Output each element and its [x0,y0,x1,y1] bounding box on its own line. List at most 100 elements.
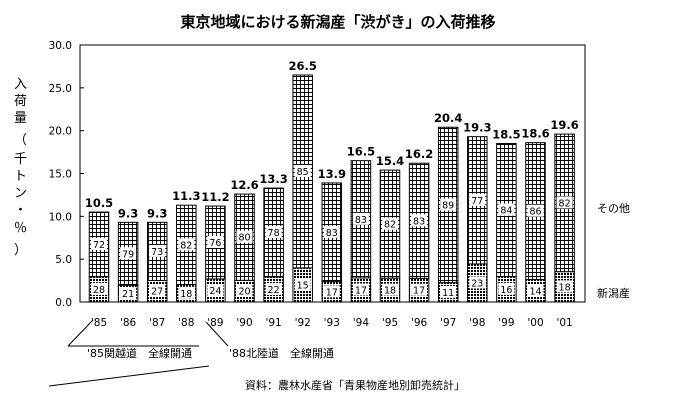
pct-label-niigata: 16 [500,285,512,296]
pct-label-bg-niigata [236,284,253,297]
bar-total-label: 20.4 [434,111,462,125]
pct-label-niigata: 22 [268,285,280,296]
pct-label-bg-other [236,230,253,243]
pct-label-bg-other [556,196,573,209]
pct-label-bg-niigata [352,283,369,296]
x-tick-label: '92 [295,317,311,329]
pct-label-other: 85 [297,167,309,178]
pct-label-other: 73 [151,247,163,258]
pct-label-bg-other [120,247,137,260]
pct-label-bg-niigata [411,283,428,296]
pct-label-other: 72 [93,240,105,251]
y-axis-label-char: ト [14,169,27,184]
pct-label-bg-other [411,214,428,227]
y-axis-label-char: ン [14,186,27,201]
bar-total-label: 26.5 [289,59,317,73]
bar-total-label: 11.3 [172,189,200,203]
pct-label-bg-niigata [149,284,166,297]
y-tick-label: 5.0 [55,254,72,266]
bar-total-label: 15.4 [376,154,404,168]
x-tick-label: '85 [91,317,107,329]
pct-label-other: 83 [413,216,425,227]
pct-label-niigata: 18 [384,286,396,297]
pct-label-bg-other [527,204,544,217]
pct-label-niigata: 24 [209,286,221,297]
pct-label-niigata: 28 [93,285,105,296]
pct-label-niigata: 27 [151,287,163,298]
annotation-88: '88北陸道 全線開通 [229,346,334,360]
pct-label-niigata: 20 [238,287,250,298]
pct-label-bg-other [382,217,398,230]
bar-total-label: 16.5 [347,145,375,159]
y-tick-label: 0.0 [55,297,72,309]
x-tick-label: '88 [178,317,194,329]
pct-label-other: 76 [209,238,221,249]
pct-label-niigata: 23 [471,278,483,289]
bar-total-label: 13.9 [318,167,346,181]
pct-label-bg-niigata [469,276,486,289]
pct-label-bg-other [178,238,195,251]
pct-label-niigata: 11 [442,288,454,299]
pct-label-other: 77 [471,196,483,207]
y-tick-label: 30.0 [49,40,72,52]
pct-label-other: 86 [529,207,541,218]
pct-label-bg-other [207,236,224,249]
legend-niigata: 新潟産 [597,286,630,300]
bar-total-label: 9.3 [118,206,138,220]
pct-label-other: 78 [268,228,280,239]
x-tick-label: '01 [556,317,572,329]
y-tick-label: 15.0 [49,169,72,181]
bar-total-label: 12.6 [230,178,258,192]
pct-label-bg-niigata [382,283,398,296]
pct-label-bg-niigata [556,280,573,293]
pct-label-niigata: 21 [122,289,134,300]
pct-label-niigata: 18 [559,282,571,293]
y-axis-label-char: ） [14,243,27,258]
x-tick-label: '91 [265,317,281,329]
pct-label-bg-niigata [527,284,544,297]
pct-label-other: 83 [355,215,367,226]
bar-total-label: 19.6 [550,118,578,132]
bar-total-label: 9.3 [147,206,167,220]
x-tick-label: '98 [469,317,485,329]
bars-group: 72 28 10.5 '85 79 21 9.3 '86 73 27 9.3 '87 82 18 11.3 '… [85,59,579,329]
y-axis-label-char: ・ [14,203,27,218]
legend-other: その他 [597,202,630,215]
pct-label-bg-other [294,164,311,177]
pct-label-other: 84 [500,206,512,217]
y-axis-label-char: 荷 [14,94,27,109]
pct-label-bg-niigata [178,286,195,299]
pct-label-bg-other [149,244,166,257]
y-axis-label: 入 荷 量 （ 千 ト ン ・ ％ ） [14,77,27,258]
bar-total-label: 18.6 [521,127,549,141]
x-tick-label: '87 [149,317,165,329]
pct-label-bg-other [323,225,340,238]
pct-label-bg-other [440,198,457,211]
pct-label-bg-niigata [265,282,282,295]
x-tick-label: '93 [324,317,340,329]
y-axis-label-char: 千 [14,152,27,167]
pct-label-bg-other [498,203,515,216]
y-tick-label: 10.0 [49,211,72,223]
pct-label-bg-niigata [91,282,107,295]
pct-label-bg-other [469,193,486,206]
x-tick-label: '95 [382,317,398,329]
y-axis-label-char: （ [14,133,27,148]
pct-label-bg-other [352,212,369,225]
annotation-baseline-line [48,365,210,387]
bar-total-label: 10.5 [85,196,113,210]
bar-total-label: 16.2 [405,147,433,161]
pct-label-other: 82 [384,220,396,231]
x-tick-label: '89 [207,317,223,329]
chart-title: 東京地域における新潟産「渋がき」の入荷推移 [180,13,495,31]
y-tick-label: 25.0 [49,83,72,95]
pct-label-bg-niigata [323,285,340,298]
y-tick-label: 20.0 [49,126,72,138]
pct-label-other: 83 [326,228,338,239]
x-tick-label: '99 [498,317,514,329]
pct-label-other: 89 [442,201,454,212]
bar-total-label: 13.3 [259,172,287,186]
pct-label-other: 82 [180,240,192,251]
